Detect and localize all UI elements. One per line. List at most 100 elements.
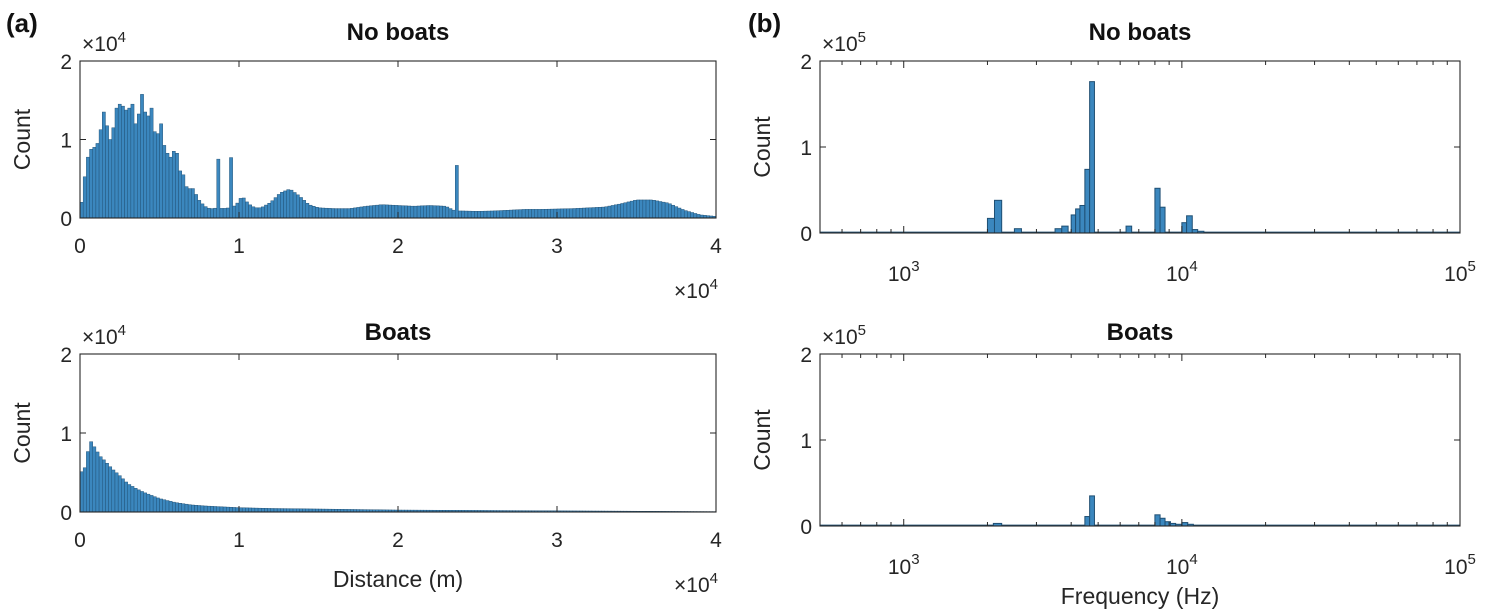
chart-title: No boats — [347, 19, 450, 46]
histogram-bar — [575, 208, 580, 219]
y-tick-label: 2 — [800, 51, 812, 74]
histogram-bar — [518, 209, 523, 219]
panel-label-b: (b) — [748, 8, 782, 38]
x-axis-label: Frequency (Hz) — [1061, 583, 1219, 609]
histogram-bar — [448, 208, 453, 219]
x-tick-label: 104 — [1166, 258, 1198, 286]
histogram-bar — [477, 211, 481, 219]
histogram-bar — [330, 208, 335, 219]
histogram-bar — [467, 210, 472, 219]
histogram-bar — [286, 189, 291, 219]
histogram-bar — [184, 186, 189, 219]
histogram-bar — [598, 207, 602, 219]
x-tick-label: 0 — [74, 529, 86, 552]
histogram-bar — [149, 495, 154, 513]
histogram-bar — [416, 205, 421, 219]
histogram-bar — [413, 205, 418, 219]
histogram-bar — [86, 156, 90, 219]
histogram-bar — [305, 202, 310, 219]
histogram-bar — [143, 111, 148, 219]
histogram-bar — [426, 205, 431, 219]
x-tick-label: 103 — [888, 258, 920, 286]
histogram-bar — [610, 205, 615, 219]
histogram-bar — [1054, 228, 1063, 234]
histogram-bar — [226, 207, 230, 219]
histogram-bar — [143, 492, 148, 513]
histogram-bar — [642, 199, 647, 219]
histogram-bar — [232, 205, 237, 219]
histogram-bar — [340, 208, 345, 219]
histogram-bar — [1125, 225, 1133, 234]
histogram-bar — [133, 488, 138, 513]
histogram-bar — [245, 201, 249, 219]
histogram-bar — [114, 472, 119, 513]
histogram-bar — [550, 208, 555, 219]
histogram-bar — [534, 209, 539, 219]
histogram-bar — [486, 210, 491, 219]
histogram-bar — [324, 207, 329, 219]
histogram-bar — [388, 204, 392, 219]
histogram-bar — [423, 205, 427, 219]
histogram-bar — [531, 209, 535, 219]
histogram-bar — [369, 205, 373, 219]
x-tick-label: 1 — [233, 235, 245, 258]
histogram-bar — [1154, 187, 1161, 234]
histogram-bar — [337, 208, 341, 219]
histogram-bar — [617, 203, 621, 219]
histogram-bar — [248, 507, 252, 513]
histogram-bar — [579, 207, 583, 219]
histogram-bar — [480, 210, 485, 219]
histogram-a-boats: 0 1 2 0 1 2 3 4 Boats Count ×104 ×104 Distance (m) — [9, 319, 722, 597]
histogram-bar — [588, 207, 593, 219]
y-exponent-multiplier: ×105 — [822, 29, 866, 56]
histogram-bar — [140, 94, 144, 219]
y-axis-label: Count — [9, 108, 35, 170]
histogram-bar — [1164, 521, 1171, 527]
histogram-bar — [547, 208, 551, 219]
histogram-b-boats: 0 1 2 103 104 105 Boats Count ×105 Frequency (Hz) — [749, 319, 1476, 609]
histogram-bar — [683, 210, 688, 219]
histogram-bar — [455, 165, 459, 219]
y-tick-label: 0 — [800, 223, 812, 246]
x-tick-label: 4 — [710, 529, 722, 552]
histogram-bar — [655, 200, 659, 219]
histogram-bar — [327, 208, 332, 219]
histogram-bar — [178, 503, 182, 513]
histogram-bar — [572, 208, 577, 219]
histogram-bar — [92, 147, 97, 219]
histogram-bar — [159, 498, 163, 513]
histogram-bar — [391, 204, 396, 219]
x-tick-label: 3 — [551, 529, 563, 552]
histogram-bar — [124, 109, 128, 219]
histogram-bar — [219, 506, 224, 513]
y-tick-label: 1 — [60, 423, 72, 446]
histogram-bar — [1089, 495, 1095, 527]
histogram-bar — [187, 504, 192, 513]
y-axis-label: Count — [749, 409, 775, 471]
histogram-bar — [270, 200, 275, 219]
histogram-bar — [121, 105, 125, 219]
histogram-bar — [232, 507, 237, 513]
x-tick-label: 103 — [888, 551, 920, 579]
histogram-bar — [162, 145, 167, 219]
histogram-bar — [111, 127, 116, 219]
histogram-bar — [318, 207, 322, 219]
bars — [79, 94, 717, 219]
histogram-bar — [210, 208, 214, 219]
y-tick-label: 0 — [60, 502, 72, 525]
chart-title: Boats — [365, 319, 432, 346]
histogram-bar — [461, 210, 466, 219]
y-exponent-multiplier: ×104 — [82, 29, 126, 56]
histogram-bar — [671, 204, 675, 219]
histogram-bar — [680, 209, 685, 219]
histogram-bar — [229, 157, 233, 219]
histogram-bar — [283, 190, 287, 219]
histogram-bar — [690, 212, 694, 219]
histogram-bar — [381, 204, 386, 219]
histogram-bar — [645, 199, 650, 219]
x-tick-label: 105 — [1444, 258, 1476, 286]
histogram-bar — [98, 456, 103, 513]
histogram-bar — [1070, 214, 1077, 234]
histogram-bar — [181, 503, 186, 513]
